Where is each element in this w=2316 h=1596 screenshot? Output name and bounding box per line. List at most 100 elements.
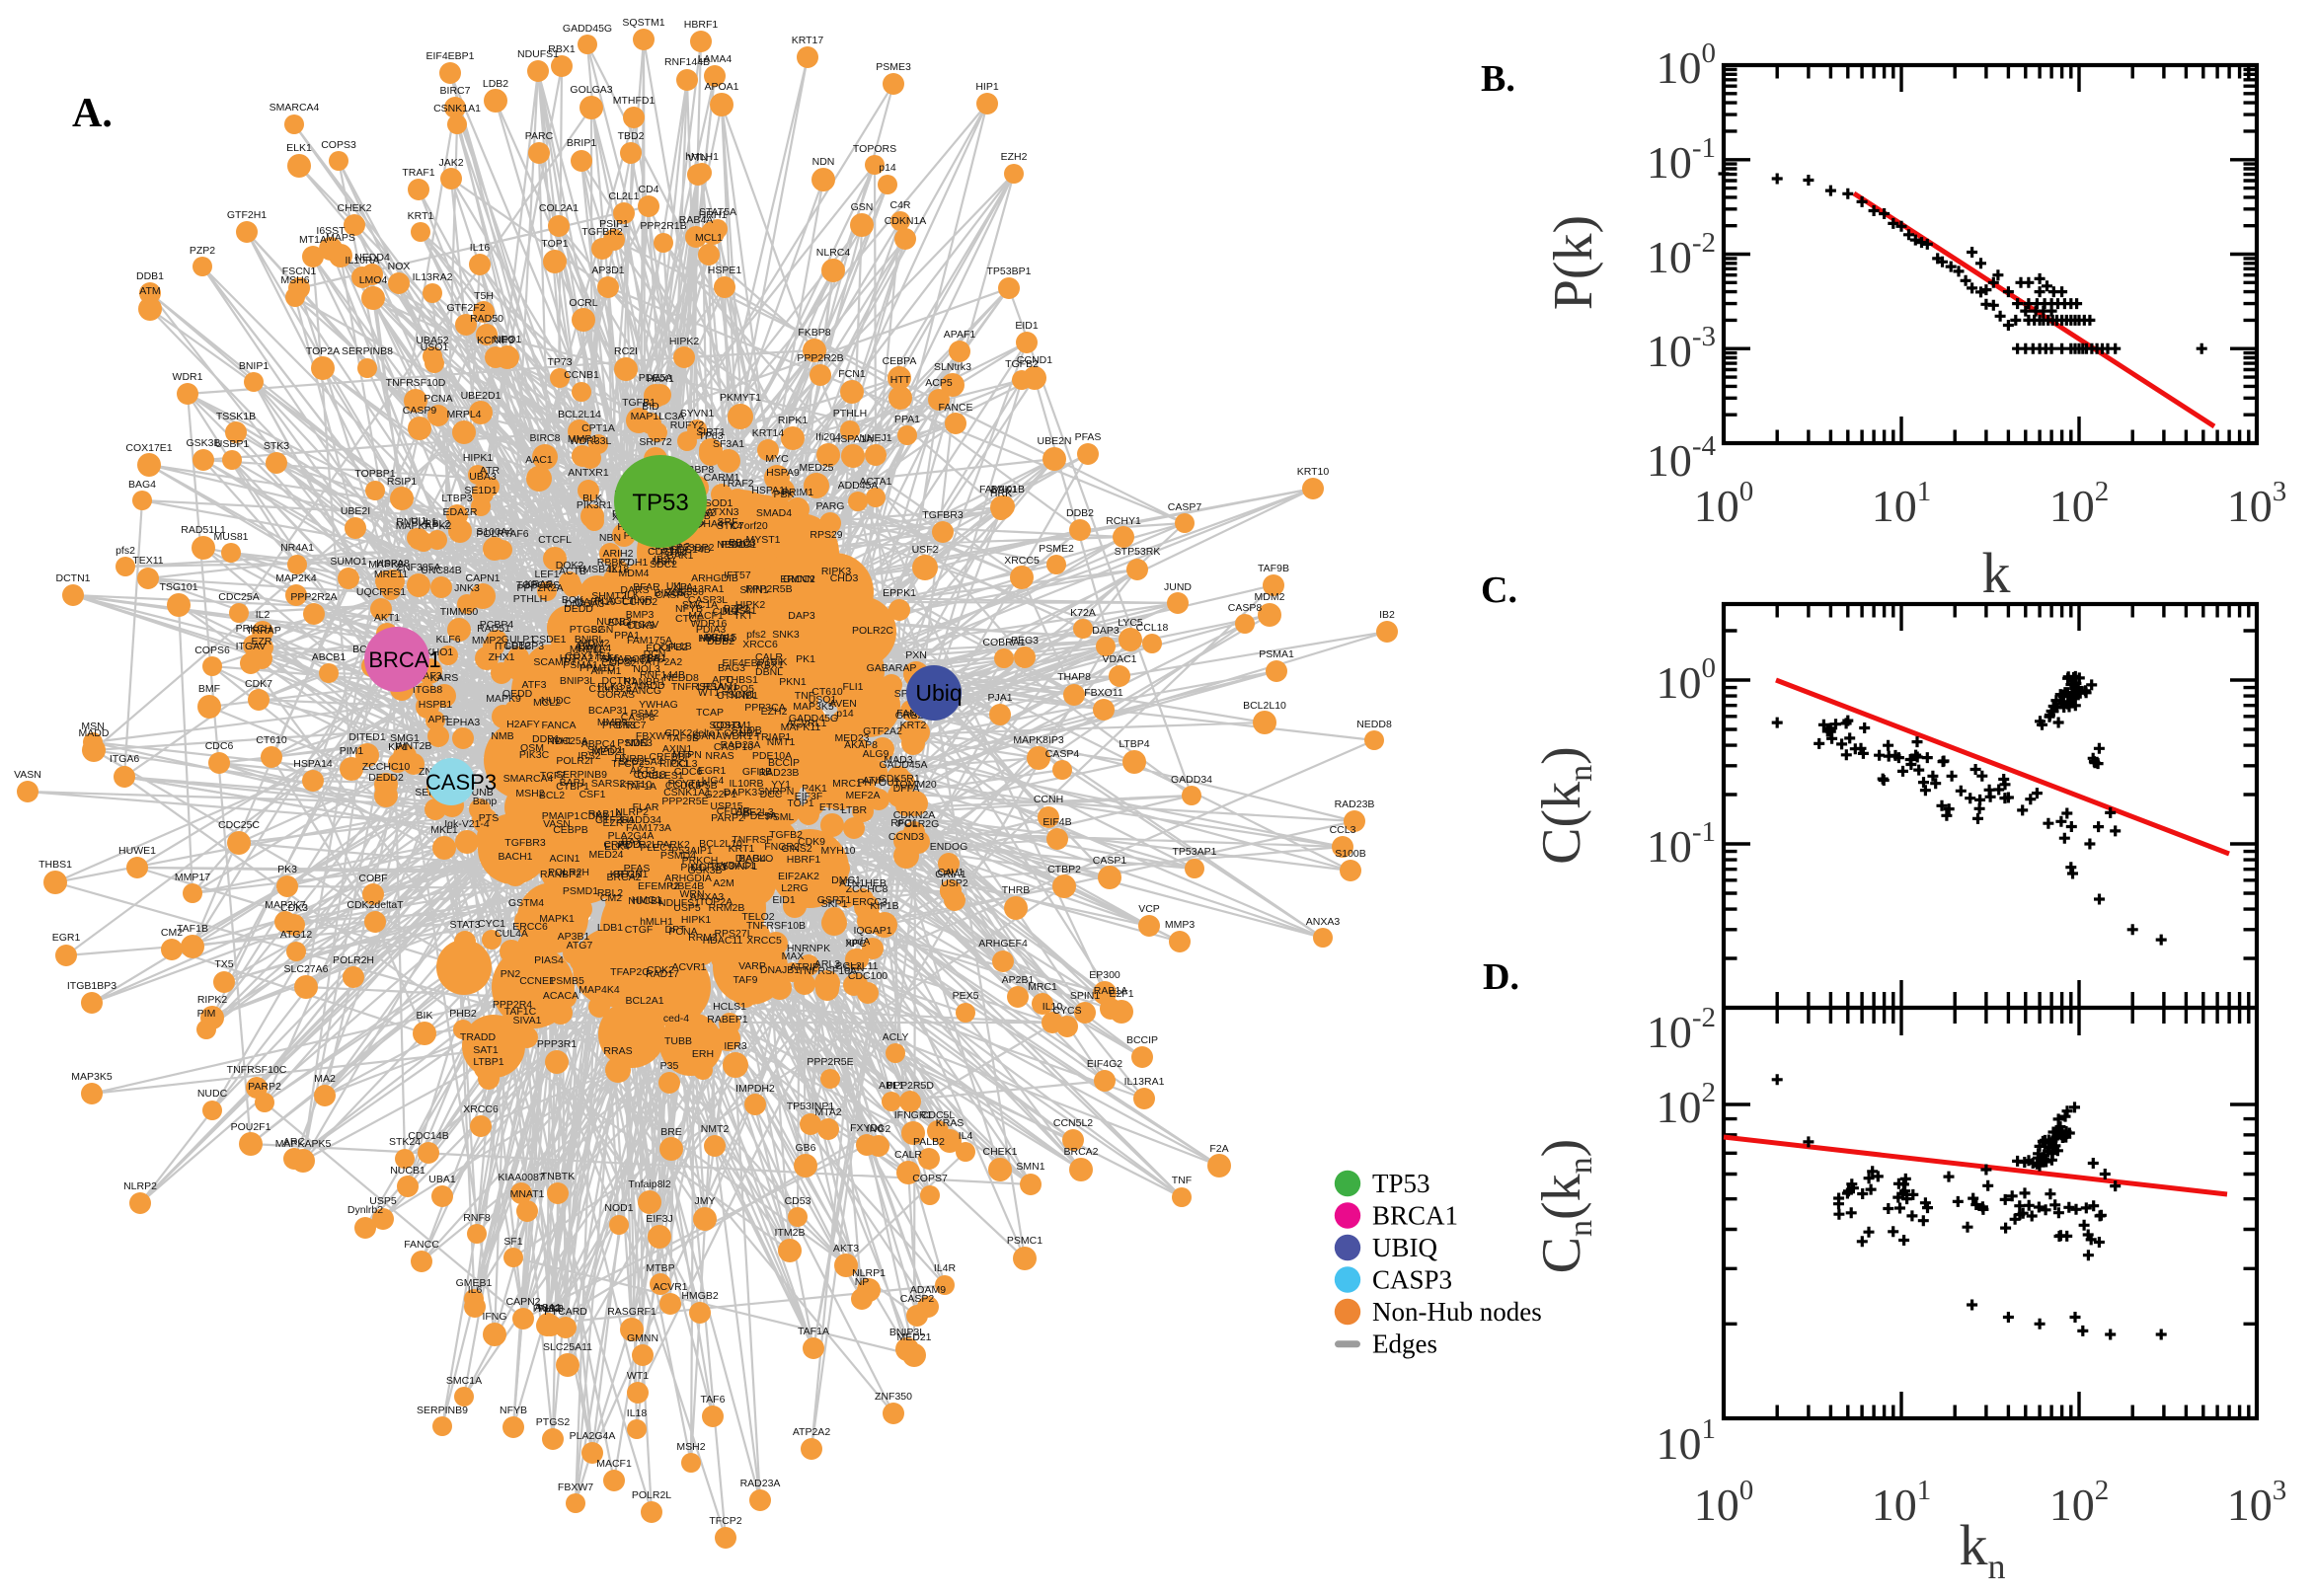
svg-text:PCNA: PCNA (424, 393, 452, 405)
svg-text:FAM173A: FAM173A (626, 822, 671, 834)
svg-text:NFYB: NFYB (675, 603, 703, 615)
svg-text:GMNN: GMNN (783, 573, 814, 585)
svg-text:ANXA3: ANXA3 (690, 891, 725, 903)
svg-text:P(k): P(k) (1543, 215, 1604, 310)
svg-text:HSPA9: HSPA9 (766, 467, 800, 479)
svg-text:A2M: A2M (713, 877, 734, 889)
svg-text:HSPA1L: HSPA1L (751, 485, 791, 496)
svg-text:SUMO1: SUMO1 (330, 556, 367, 568)
svg-text:UNC84B: UNC84B (421, 565, 461, 576)
svg-text:FLAR: FLAR (633, 801, 659, 813)
svg-text:P4K1: P4K1 (802, 783, 827, 795)
svg-text:EZR: EZR (252, 636, 272, 647)
svg-text:TAF1C: TAF1C (504, 1006, 537, 1018)
svg-text:PFAS: PFAS (624, 863, 651, 874)
svg-text:HBRF1: HBRF1 (684, 19, 719, 31)
svg-text:NEDD8: NEDD8 (1356, 719, 1392, 730)
svg-text:DOK2: DOK2 (556, 560, 584, 571)
svg-text:BRCA1: BRCA1 (368, 647, 440, 672)
svg-text:FCN1: FCN1 (838, 368, 866, 380)
svg-text:MED23: MED23 (834, 732, 869, 744)
svg-text:IL18: IL18 (609, 564, 630, 575)
svg-text:CASP8: CASP8 (1228, 602, 1263, 614)
svg-text:TOP2A: TOP2A (306, 345, 340, 357)
svg-text:MAP3K5: MAP3K5 (71, 1071, 113, 1083)
svg-text:EZH2: EZH2 (1001, 151, 1028, 163)
svg-text:BCL2L10: BCL2L10 (1243, 700, 1286, 712)
svg-text:USP5: USP5 (673, 902, 701, 914)
svg-text:BECN1: BECN1 (613, 869, 648, 880)
svg-text:TP53BP2: TP53BP2 (670, 542, 715, 554)
svg-text:RAB4A: RAB4A (679, 214, 713, 226)
svg-text:PSMD1: PSMD1 (563, 885, 598, 897)
svg-text:PXN: PXN (905, 649, 927, 661)
svg-text:LTBP4: LTBP4 (1119, 738, 1149, 750)
svg-text:COBRA1: COBRA1 (982, 637, 1025, 648)
svg-text:HDAC11: HDAC11 (703, 935, 743, 947)
svg-text:CFLAR: CFLAR (717, 805, 751, 817)
svg-text:IL10: IL10 (1042, 1001, 1063, 1013)
svg-text:IL1B: IL1B (670, 641, 692, 652)
svg-text:CSNK1A1: CSNK1A1 (433, 103, 481, 114)
svg-text:SMN1: SMN1 (739, 584, 768, 596)
svg-text:CDC5L: CDC5L (921, 1109, 956, 1121)
svg-text:GADD34: GADD34 (1171, 774, 1212, 786)
svg-text:RAD23A: RAD23A (721, 739, 761, 751)
svg-text:DEDD2: DEDD2 (368, 772, 404, 784)
svg-text:PHB2: PHB2 (449, 1008, 477, 1020)
svg-text:102: 102 (1657, 1077, 1717, 1132)
svg-text:EID1: EID1 (772, 894, 796, 906)
svg-text:SNK3: SNK3 (772, 629, 800, 641)
svg-text:SCAMP1: SCAMP1 (533, 656, 576, 668)
svg-text:CTNNB1: CTNNB1 (717, 690, 758, 702)
svg-text:MTPN: MTPN (672, 749, 702, 761)
svg-text:SNRPN: SNRPN (758, 786, 795, 798)
svg-text:LAMA4: LAMA4 (698, 53, 733, 65)
svg-text:MTHFD1: MTHFD1 (613, 95, 656, 107)
svg-text:AKT3: AKT3 (630, 765, 656, 777)
svg-text:ADD45A: ADD45A (838, 480, 879, 492)
svg-text:EIF4B: EIF4B (1042, 816, 1071, 828)
svg-text:ATG12: ATG12 (280, 929, 313, 941)
svg-text:MMP1: MMP1 (568, 433, 597, 445)
svg-text:KP1: KP1 (388, 741, 408, 753)
svg-text:ZHX1: ZHX1 (489, 651, 515, 663)
svg-text:ITGB1BP3: ITGB1BP3 (495, 641, 544, 652)
svg-text:LDB2: LDB2 (505, 640, 531, 651)
svg-text:KRAS: KRAS (525, 578, 554, 590)
svg-text:IB2: IB2 (1379, 609, 1395, 621)
svg-text:FLI1: FLI1 (842, 681, 863, 693)
svg-text:COPS7: COPS7 (912, 1173, 948, 1184)
svg-text:FBXO11: FBXO11 (1084, 687, 1123, 699)
svg-text:GTF2A2: GTF2A2 (863, 725, 902, 737)
svg-text:CASP3: CASP3 (425, 770, 497, 795)
svg-text:MAP4K4: MAP4K4 (579, 984, 620, 996)
svg-text:PTHLH: PTHLH (513, 593, 547, 605)
svg-text:RANBP2: RANBP2 (540, 869, 581, 880)
svg-text:10-2: 10-2 (1647, 1002, 1716, 1057)
svg-text:PIM: PIM (197, 1008, 216, 1020)
svg-text:AXIN1: AXIN1 (662, 743, 693, 755)
svg-text:USO1: USO1 (809, 694, 837, 706)
svg-text:MA2: MA2 (314, 1073, 336, 1085)
svg-text:OCRL: OCRL (569, 297, 597, 309)
svg-text:COBF: COBF (358, 873, 387, 884)
svg-text:MDM2: MDM2 (579, 638, 610, 649)
svg-text:CT610: CT610 (811, 686, 843, 698)
svg-text:MRPL4: MRPL4 (446, 409, 481, 420)
svg-text:RAB1A: RAB1A (588, 808, 622, 820)
svg-text:STAT3: STAT3 (449, 919, 480, 931)
svg-text:ARIH2: ARIH2 (603, 548, 634, 560)
svg-text:TAF6: TAF6 (701, 1394, 726, 1406)
svg-text:CDK7: CDK7 (245, 678, 272, 690)
svg-text:GANA: GANA (693, 730, 723, 742)
svg-text:DNAJA3: DNAJA3 (565, 598, 604, 610)
svg-text:Igk-V21-4: Igk-V21-4 (444, 818, 490, 830)
svg-text:10-3: 10-3 (1647, 321, 1716, 376)
svg-text:SYVN1: SYVN1 (680, 408, 715, 419)
svg-text:AAC1: AAC1 (525, 454, 553, 466)
svg-text:PPM1D: PPM1D (579, 662, 616, 674)
svg-text:NLRC4: NLRC4 (816, 247, 851, 259)
svg-text:NEO1: NEO1 (494, 334, 522, 345)
svg-text:CDS1: CDS1 (648, 546, 675, 558)
